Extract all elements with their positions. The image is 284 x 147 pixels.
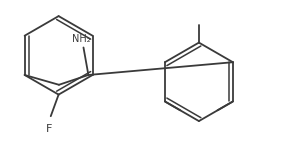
Text: F: F (46, 124, 52, 134)
Text: NH₂: NH₂ (72, 34, 91, 44)
